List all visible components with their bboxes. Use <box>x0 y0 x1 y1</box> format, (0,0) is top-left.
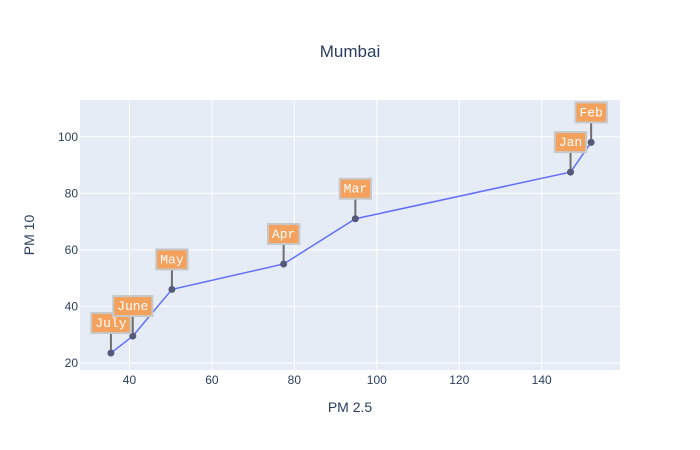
annotation-box <box>553 131 588 154</box>
tick-labels: 40 60 80 100 120 140 20 40 60 80 100 <box>58 130 552 387</box>
annotation-label: June <box>117 299 148 314</box>
annotation-box <box>155 248 189 271</box>
x-tick-label: 100 <box>367 373 387 387</box>
y-axis-title: PM 10 <box>21 215 37 256</box>
annotations: July June May Apr Mar Jan Feb <box>90 101 608 351</box>
annotation-box <box>574 101 608 124</box>
data-point-apr <box>280 260 288 268</box>
data-point-feb <box>587 138 595 146</box>
chart-title: Mumbai <box>320 42 380 61</box>
y-tick-label: 80 <box>65 186 79 200</box>
y-tick-label: 20 <box>65 356 79 370</box>
x-tick-label: 80 <box>288 373 302 387</box>
annotation-label: Apr <box>272 227 295 242</box>
annotation-label: Feb <box>579 105 602 120</box>
annotation-mar: Mar <box>338 177 373 216</box>
annotation-label: Mar <box>344 182 367 197</box>
annotation-jan: Jan <box>553 131 588 170</box>
data-point-may <box>168 285 176 293</box>
y-tick-label: 60 <box>65 243 79 257</box>
x-tick-label: 140 <box>532 373 552 387</box>
x-axis-title: PM 2.5 <box>328 399 373 415</box>
annotation-may: May <box>155 248 189 287</box>
annotation-feb: Feb <box>574 101 608 140</box>
annotation-box <box>266 222 301 245</box>
y-tick-label: 100 <box>58 130 78 144</box>
x-tick-label: 60 <box>205 373 219 387</box>
plot-background <box>80 100 620 370</box>
y-tick-label: 40 <box>65 299 79 313</box>
annotation-june: June <box>112 295 154 334</box>
series-markers <box>107 138 595 357</box>
data-point-july <box>107 349 115 357</box>
annotation-label: July <box>95 316 126 331</box>
x-tick-label: 40 <box>123 373 137 387</box>
annotation-july: July <box>90 312 132 351</box>
grid <box>80 100 620 370</box>
annotation-label: Jan <box>559 135 582 150</box>
data-point-june <box>129 332 137 340</box>
annotation-box <box>112 295 154 318</box>
data-point-mar <box>351 215 359 223</box>
data-point-jan <box>567 168 575 176</box>
annotation-box <box>338 177 373 200</box>
annotation-label: May <box>160 252 184 267</box>
annotation-box <box>90 312 132 335</box>
x-tick-label: 120 <box>449 373 469 387</box>
annotation-apr: Apr <box>266 222 301 261</box>
